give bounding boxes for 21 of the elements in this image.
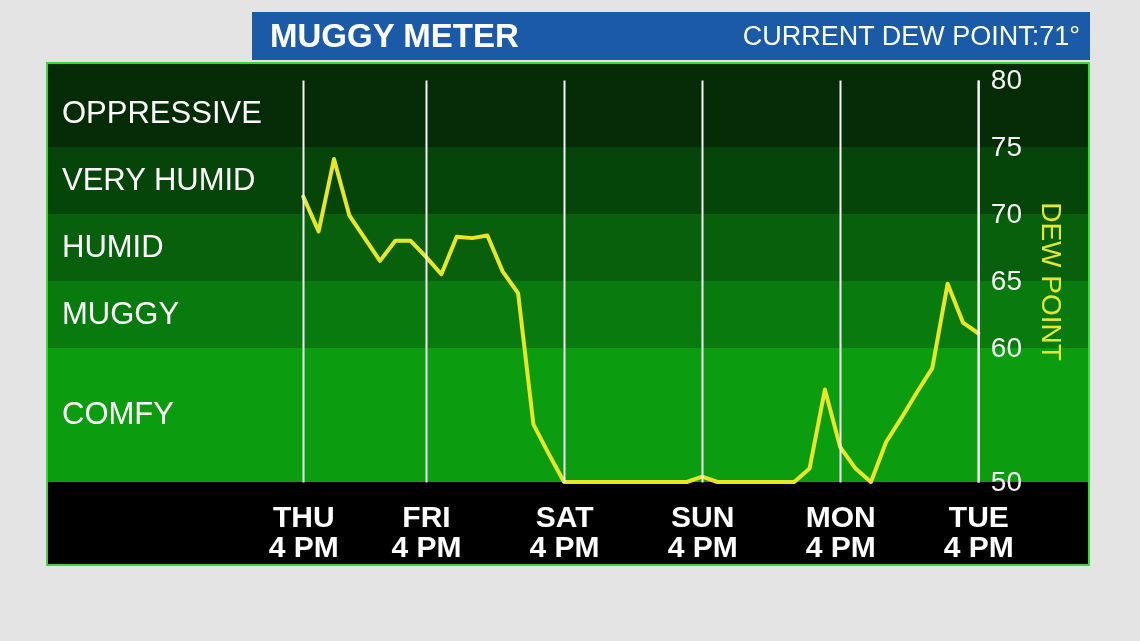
- x-tick-label: SUN 4 PM: [667, 499, 738, 563]
- band-label: HUMID: [62, 228, 164, 264]
- chart-title: MUGGY METER: [270, 17, 519, 55]
- x-tick-label: SAT 4 PM: [529, 499, 600, 563]
- y-tick-label: 75: [990, 130, 1022, 162]
- line-series: [301, 157, 981, 484]
- x-tick-label: THU 4 PM: [268, 499, 339, 563]
- y-tick-label: 80: [990, 63, 1022, 95]
- chart-subtitle: CURRENT DEW POINT:71°: [742, 21, 1080, 52]
- x-tick-label: MON 4 PM: [805, 499, 876, 563]
- y-tick-label: 50: [990, 465, 1022, 497]
- y-axis-title: DEW POINT: [1035, 202, 1067, 361]
- y-tick-label: 60: [990, 331, 1022, 363]
- y-tick-label: 65: [990, 264, 1022, 296]
- band-label: VERY HUMID: [62, 161, 256, 197]
- band-label: OPPRESSIVE: [62, 94, 262, 130]
- y-tick-label: 70: [990, 197, 1022, 229]
- x-tick-label: FRI 4 PM: [391, 499, 462, 563]
- band-label: COMFY: [62, 396, 174, 431]
- x-tick-label: TUE 4 PM: [943, 499, 1014, 563]
- band-label: MUGGY: [62, 295, 180, 331]
